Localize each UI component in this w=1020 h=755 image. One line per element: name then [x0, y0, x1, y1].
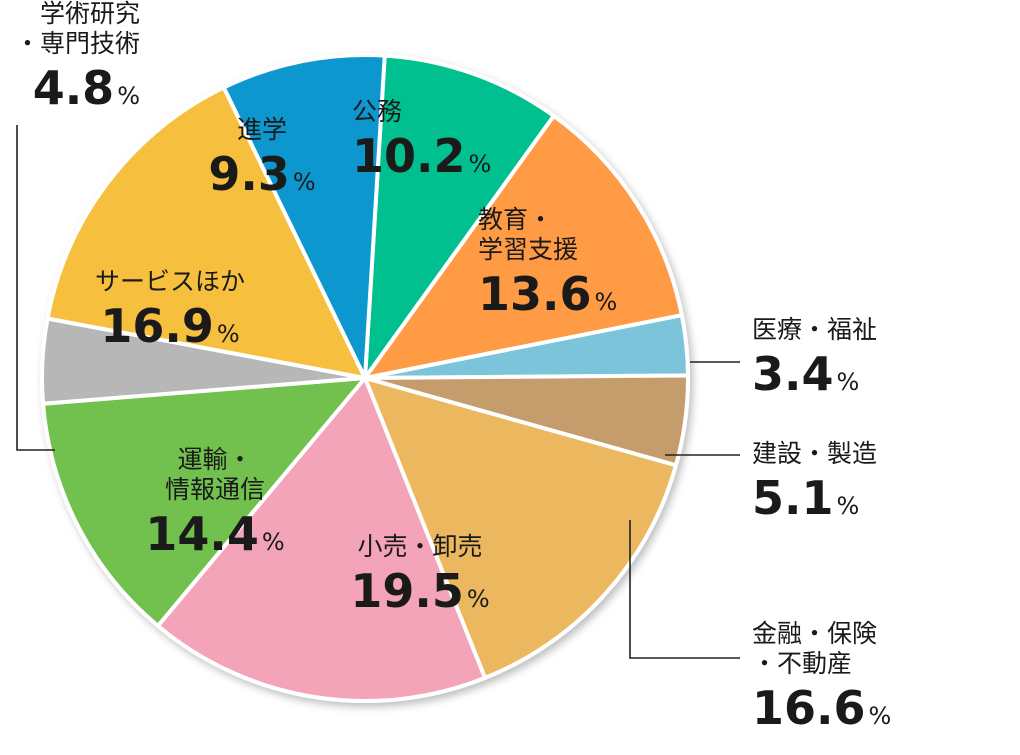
slice-value: 19.5% — [350, 564, 489, 618]
leader-line-8 — [16, 125, 55, 451]
slice-value: 4.8% — [33, 61, 140, 115]
slice-name: 建設・製造 — [752, 439, 877, 468]
slice-value: 13.6% — [478, 267, 617, 321]
slice-value: 3.4% — [752, 347, 859, 401]
pie-slice-7 — [41, 376, 367, 628]
pie-slice-9 — [45, 85, 367, 380]
slice-label-2: 教育・学習支援 13.6% — [478, 205, 617, 321]
pie-slice-6 — [155, 376, 487, 703]
pie-slice-10 — [221, 53, 387, 380]
pie-slices — [40, 53, 690, 703]
slice-name: サービスほか — [95, 267, 245, 296]
slice-labels: 公務 10.2 % 教育・学習支援 13.6 % 医療・福祉 3.4 % 建設・製造 5.1 % 金融・… — [15, 0, 891, 735]
slice-label-1: 公務 10.2% — [352, 97, 491, 183]
slice-name: ・専門技術 — [15, 29, 140, 58]
slice-label-6: 小売・卸売 19.5% — [350, 532, 489, 618]
slice-value: 16.9% — [100, 299, 239, 353]
slice-name: 進学 — [237, 115, 287, 144]
slice-name: 学習支援 — [478, 235, 578, 264]
leader-lines — [16, 125, 740, 659]
leader-line-5 — [629, 520, 740, 659]
slice-value: 16.6% — [752, 681, 891, 735]
slice-label-4: 建設・製造 5.1% — [752, 439, 877, 525]
slice-label-5: 金融・保険・不動産 16.6% — [752, 619, 891, 735]
pie-slice-1 — [363, 53, 556, 380]
slice-label-3: 医療・福祉 3.4% — [752, 315, 877, 401]
slice-label-9: サービスほか 16.9% — [95, 267, 245, 353]
slice-name: 小売・卸売 — [357, 532, 482, 561]
pie-slice-2 — [363, 113, 684, 380]
slice-name: 運輸・ — [177, 445, 252, 474]
slice-label-10: 進学 9.3% — [208, 115, 315, 201]
slice-name: 医療・福祉 — [752, 315, 877, 344]
slice-value: 10.2% — [352, 129, 491, 183]
slice-label-7: 運輸・情報通信 14.4% — [145, 445, 284, 561]
slice-name: 公務 — [352, 97, 402, 126]
slice-label-8: 学術研究・専門技術 4.8% — [15, 0, 140, 115]
slice-name: 教育・ — [478, 205, 553, 234]
slice-name: 学術研究 — [40, 0, 140, 28]
pie-slice-5 — [363, 376, 678, 680]
slice-name: 情報通信 — [165, 475, 265, 504]
slice-name: 金融・保険 — [752, 619, 877, 648]
slice-value: 14.4% — [145, 507, 284, 561]
slice-value: 9.3% — [208, 147, 315, 201]
slice-value: 5.1% — [752, 471, 859, 525]
slice-name: ・不動産 — [752, 649, 852, 678]
